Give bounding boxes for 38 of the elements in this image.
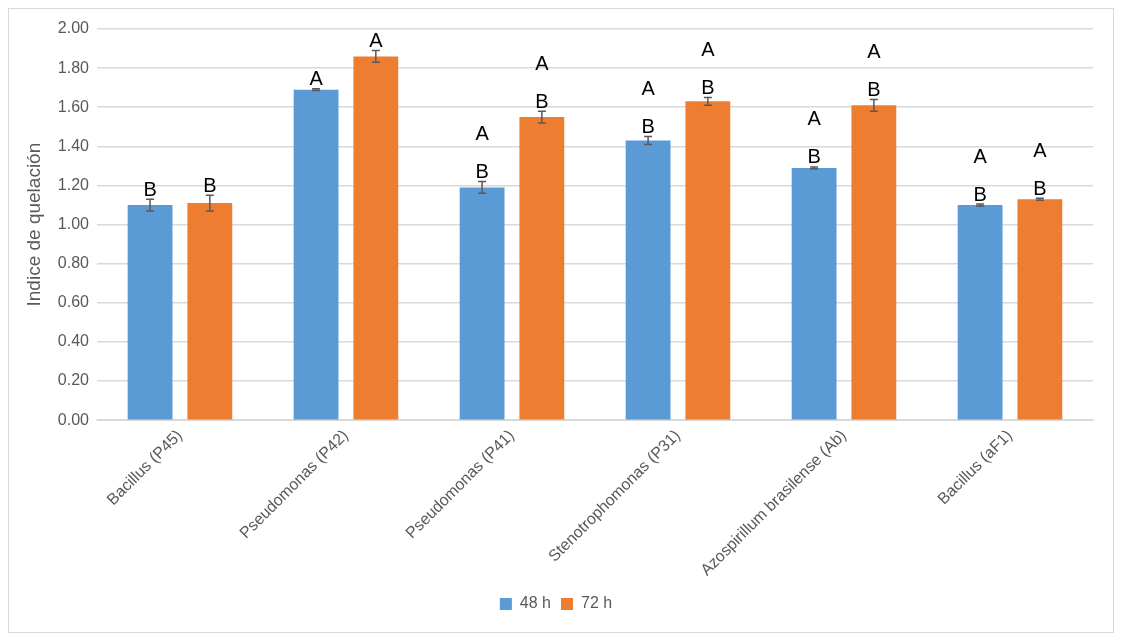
data-label: A B	[867, 39, 882, 100]
data-label: B	[143, 177, 157, 200]
bar	[187, 203, 233, 420]
y-tick-label: 0.80	[57, 254, 90, 272]
y-axis-title: Indice de quelación	[22, 142, 44, 307]
bar	[625, 140, 671, 420]
y-tick-label: 0.00	[57, 410, 90, 428]
data-label: A	[369, 29, 384, 52]
bar	[519, 117, 565, 420]
data-label: A B	[1033, 138, 1048, 199]
data-label: A B	[973, 144, 988, 205]
data-label: A B	[701, 37, 716, 98]
data-label: B	[203, 173, 217, 196]
bar	[353, 56, 399, 420]
y-tick-label: 1.00	[57, 215, 90, 233]
data-label: A	[309, 67, 324, 90]
y-tick-label: 2.00	[57, 19, 90, 37]
y-tick-label: 1.80	[57, 58, 90, 76]
bar	[957, 205, 1003, 420]
legend-label: 48 h	[519, 594, 551, 612]
bar	[1017, 199, 1063, 420]
data-label: A B	[641, 77, 656, 138]
bar	[685, 101, 731, 420]
bar	[127, 205, 173, 420]
y-tick-label: 1.60	[57, 97, 90, 115]
y-tick-label: 0.40	[57, 332, 90, 350]
y-tick-label: 1.20	[57, 175, 90, 193]
bar	[851, 105, 897, 420]
legend-label: 72 h	[581, 594, 613, 612]
data-label: A B	[807, 107, 822, 168]
y-tick-label: 0.60	[57, 293, 90, 311]
bar	[791, 167, 837, 420]
data-label: A B	[535, 51, 550, 112]
y-tick-label: 1.40	[57, 136, 90, 154]
bar	[459, 187, 505, 420]
y-tick-label: 0.20	[57, 371, 90, 389]
data-label: A B	[475, 122, 490, 183]
bar	[293, 89, 339, 420]
